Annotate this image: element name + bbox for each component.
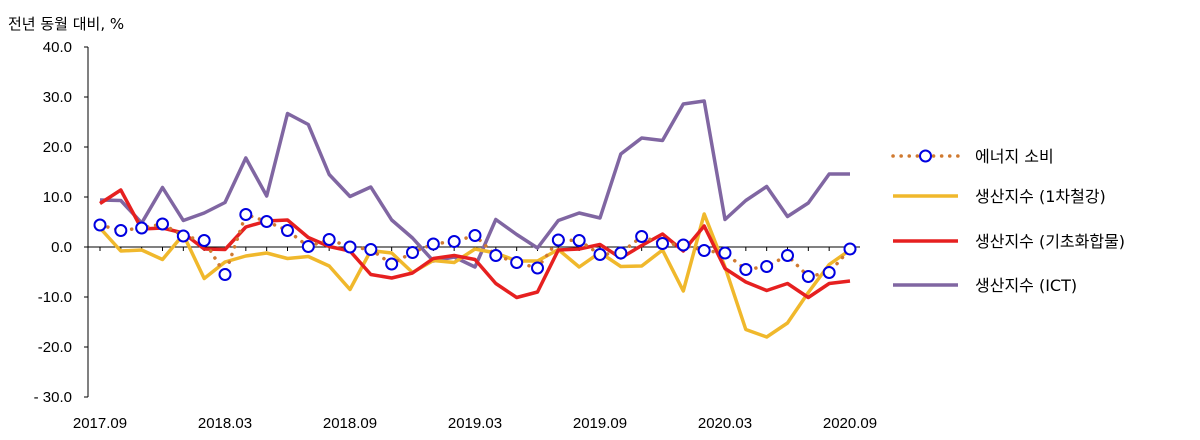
x-tick-label: 2019.03: [448, 415, 502, 432]
legend-item: 에너지 소비: [891, 147, 1054, 166]
plot-area: [93, 99, 857, 339]
data-point: [822, 266, 836, 279]
legend-label: 에너지 소비: [975, 147, 1054, 166]
y-axis: 40.0 30.0 20.0 10.0 0.0 -10.0 -20.0 - 30.0: [34, 39, 89, 406]
data-point: [322, 233, 336, 246]
data-point: [697, 244, 711, 257]
legend-item: 생산지수 (기초화합물): [893, 232, 1125, 251]
data-point: [156, 217, 169, 231]
data-point: [614, 246, 628, 260]
data-point: [656, 237, 669, 250]
y-tick-label: - 30.0: [34, 389, 72, 406]
data-point: [572, 234, 586, 247]
data-point: [801, 270, 815, 283]
data-point: [281, 224, 294, 237]
series-2: [99, 188, 851, 300]
data-point: [635, 230, 649, 243]
y-tick-label: 0.0: [51, 239, 72, 256]
data-point: [510, 256, 524, 269]
data-point: [260, 215, 274, 228]
y-tick-label: 40.0: [43, 39, 72, 56]
data-point: [676, 238, 690, 252]
data-point: [218, 268, 232, 281]
data-point: [760, 260, 774, 273]
data-point: [426, 237, 440, 251]
series-line: [99, 188, 851, 300]
data-point: [551, 233, 565, 247]
data-point: [447, 235, 461, 248]
x-tick-label: 2020.03: [698, 415, 752, 432]
data-point: [739, 263, 753, 276]
data-point: [239, 208, 253, 221]
data-point: [468, 229, 482, 242]
y-tick-label: -20.0: [38, 339, 72, 356]
legend-label: 생산지수 (ICT): [975, 276, 1077, 295]
x-tick-label: 2020.09: [823, 415, 877, 432]
y-tick-label: 20.0: [43, 139, 72, 156]
y-tick-label: 30.0: [43, 89, 72, 106]
x-tick-label: 2017.09: [73, 415, 127, 432]
data-point: [176, 229, 190, 243]
y-tick-label: -10.0: [38, 289, 72, 306]
y-axis-label: 전년 동월 대비, %: [8, 15, 124, 33]
data-point: [197, 234, 211, 247]
series-line: [99, 99, 850, 269]
series-0: [93, 208, 857, 283]
data-point: [489, 249, 503, 262]
data-point: [114, 224, 128, 237]
data-point: [385, 257, 399, 271]
series-3: [99, 99, 850, 269]
y-tick-label: 10.0: [43, 189, 72, 206]
data-point: [406, 246, 419, 259]
x-axis: 2017.09 2018.03 2018.09 2019.03 2019.09 2020.…: [73, 246, 877, 432]
x-tick-label: 2019.09: [573, 415, 627, 432]
data-point: [93, 218, 107, 232]
data-point: [531, 261, 544, 275]
data-point: [301, 240, 315, 253]
legend-label: 생산지수 (1차철강): [975, 187, 1106, 206]
x-tick-label: 2018.09: [323, 415, 377, 432]
legend-item: 생산지수 (ICT): [893, 276, 1077, 295]
data-point: [135, 221, 149, 235]
data-point: [781, 249, 794, 262]
legend-marker: [919, 149, 932, 163]
data-point: [343, 240, 357, 254]
legend-item: 생산지수 (1차철강): [893, 187, 1106, 206]
data-point: [364, 243, 378, 256]
data-point: [843, 242, 857, 256]
data-point: [718, 246, 732, 260]
data-point: [593, 248, 607, 261]
legend-label: 생산지수 (기초화합물): [975, 232, 1125, 251]
x-tick-label: 2018.03: [198, 415, 252, 432]
